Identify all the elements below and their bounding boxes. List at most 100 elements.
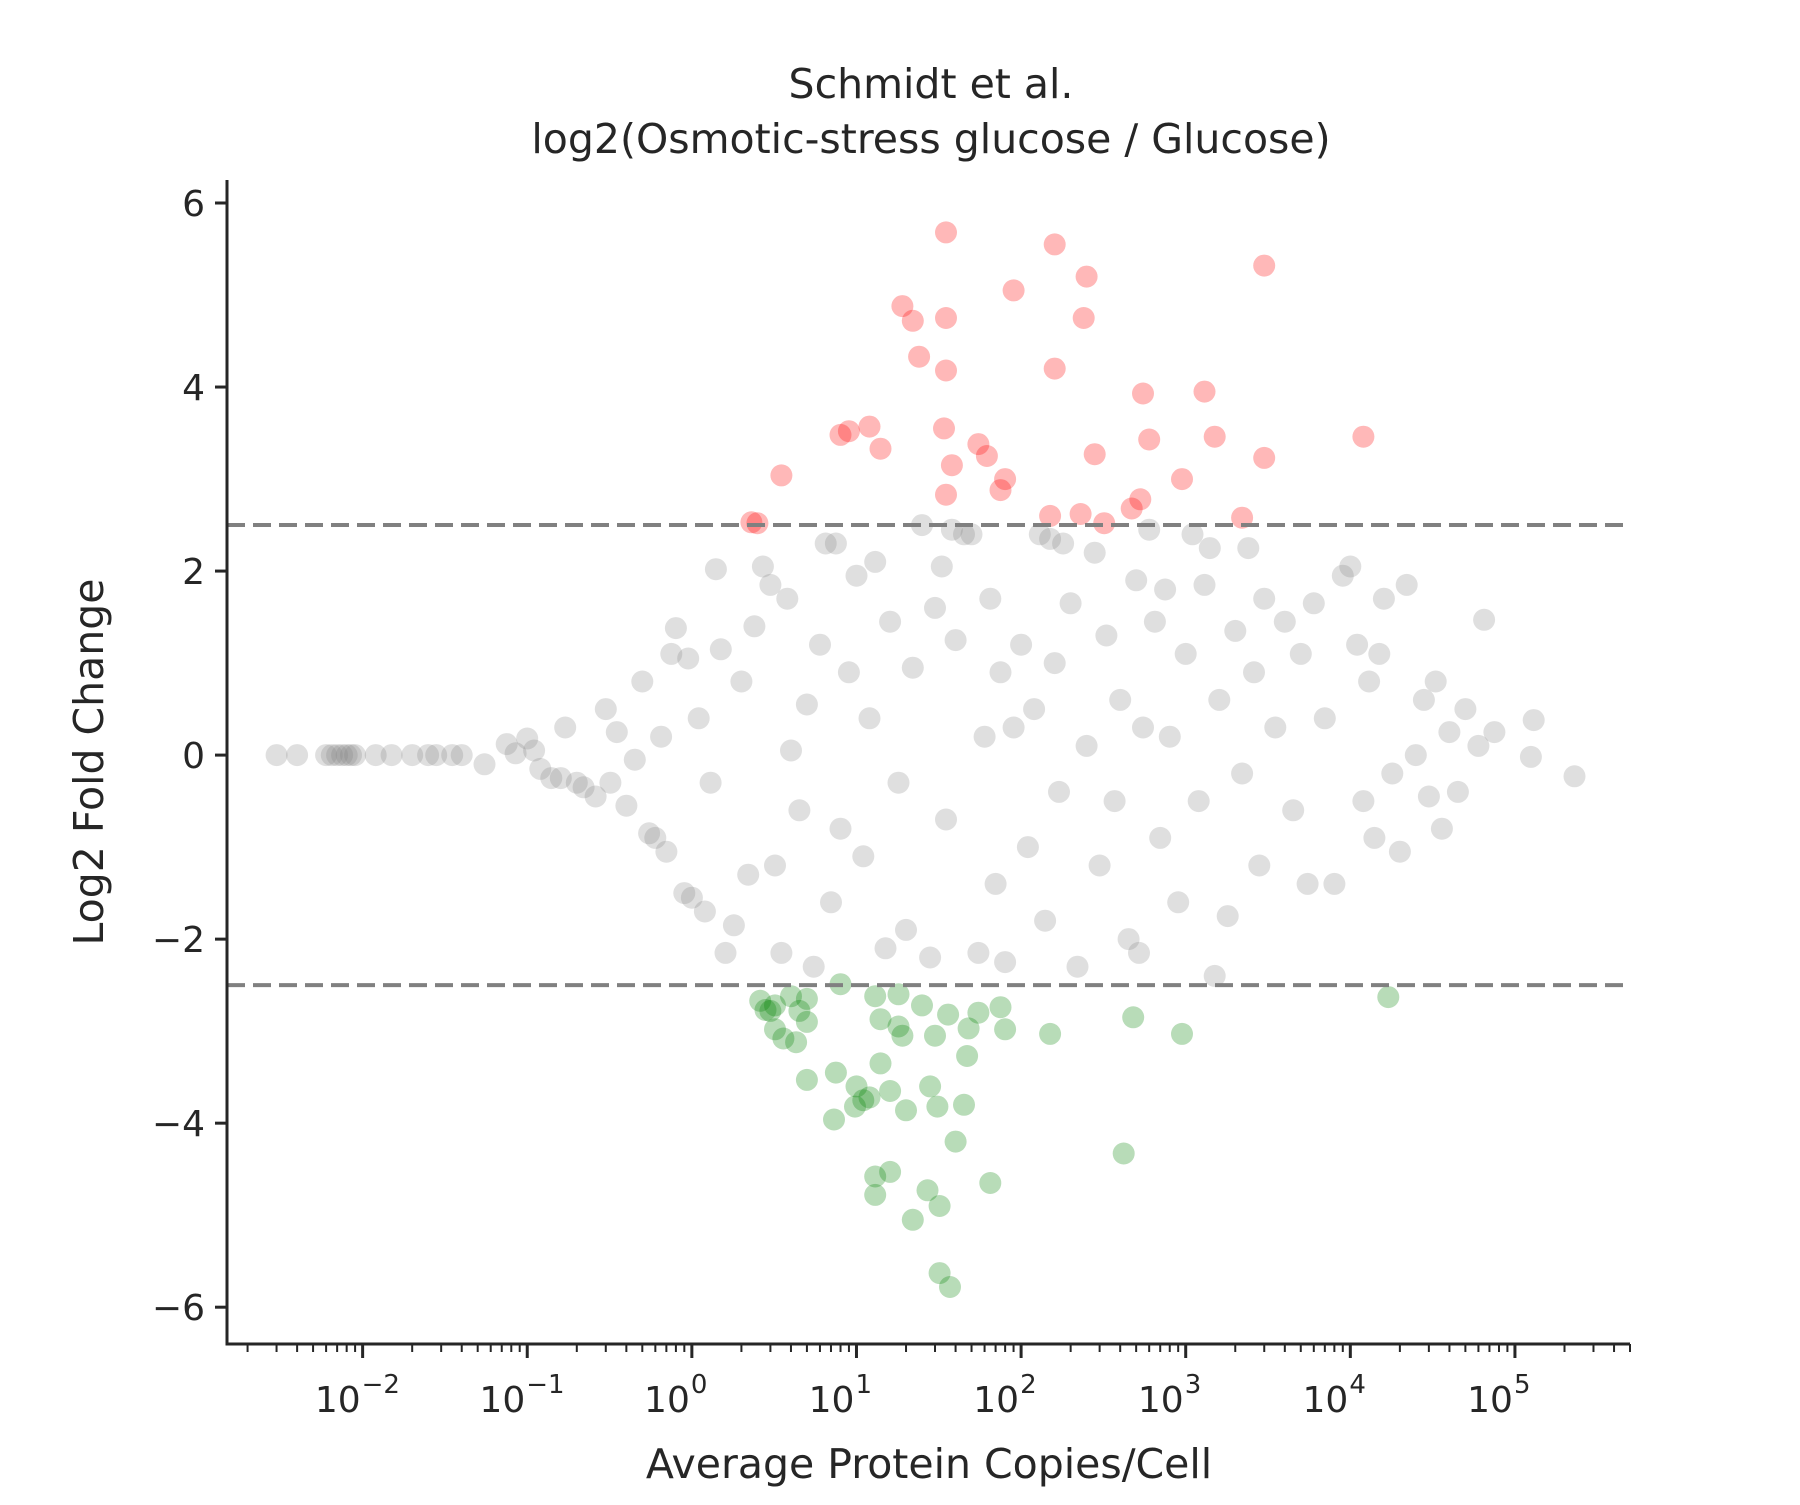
data-point-up (935, 221, 957, 244)
data-point-unchanged (930, 555, 953, 578)
data-point-unchanged (722, 914, 745, 937)
data-point-unchanged (664, 617, 687, 640)
data-point-unchanged (1296, 872, 1319, 895)
data-point-down (919, 1075, 942, 1098)
y-axis-ticks: 6 4 2 0 −2 −4 −6 (152, 184, 227, 1329)
data-point-unchanged (644, 826, 667, 849)
data-point-down (845, 1075, 868, 1098)
data-point-unchanged (1083, 541, 1106, 564)
data-point-down (953, 1093, 975, 1116)
data-point-up (1129, 488, 1152, 511)
data-point-unchanged (1231, 762, 1254, 785)
data-point-unchanged (1248, 854, 1271, 877)
data-point-unchanged (1216, 905, 1239, 928)
data-point-unchanged (1237, 537, 1260, 560)
x-tick-label: 10 0 (644, 1370, 707, 1421)
data-point-unchanged (911, 514, 933, 537)
data-point-unchanged (1043, 652, 1066, 675)
data-point-down (989, 996, 1012, 1019)
data-point-unchanged (795, 693, 818, 716)
data-point-unchanged (1187, 790, 1210, 813)
data-point-unchanged (1282, 799, 1305, 822)
data-point-down (887, 983, 910, 1006)
data-point-unchanged (829, 817, 852, 840)
data-point-down (926, 1095, 949, 1118)
data-point-unchanged (450, 744, 473, 767)
data-point-unchanged (516, 727, 539, 750)
data-point-unchanged (1132, 716, 1154, 739)
x-axis-label: Average Protein Copies/Cell (646, 1440, 1212, 1488)
data-point-unchanged (380, 744, 403, 767)
data-point-unchanged (1181, 523, 1204, 546)
data-point-unchanged (967, 941, 990, 964)
data-point-unchanged (1289, 642, 1312, 665)
data-point-unchanged (1010, 633, 1033, 656)
data-point-unchanged (699, 771, 722, 794)
x-tick-base: 10 (1467, 1380, 1513, 1421)
data-point-unchanged (1052, 532, 1075, 555)
data-point-unchanged (364, 744, 387, 767)
data-point-up (1043, 233, 1066, 256)
data-point-up (975, 445, 998, 467)
data-point-up (829, 423, 852, 446)
data-point-unchanged (764, 854, 786, 877)
data-point-unchanged (820, 891, 842, 914)
data-point-unchanged (1519, 745, 1542, 768)
data-point-up (1072, 307, 1095, 329)
data-point-down (956, 1045, 979, 1067)
data-point-unchanged (265, 744, 288, 767)
data-point-down (764, 1018, 786, 1041)
data-point-up (1043, 357, 1066, 380)
data-point-down (928, 1195, 951, 1217)
data-point-unchanged (837, 661, 860, 684)
data-point-up (967, 433, 990, 456)
data-point-up (1193, 380, 1216, 403)
data-point-unchanged (979, 587, 1002, 610)
chart-title: Schmidt et al. (789, 60, 1074, 108)
data-point-unchanged (1346, 633, 1369, 656)
data-point-down (944, 1130, 967, 1153)
data-point-down (901, 1208, 924, 1231)
data-point-unchanged (1467, 734, 1490, 757)
data-point-unchanged (315, 744, 338, 767)
data-point-unchanged (759, 573, 782, 596)
data-point-unchanged (984, 872, 1007, 895)
data-point-up (908, 345, 931, 368)
data-point-down (844, 1095, 866, 1118)
data-point-down (924, 1024, 946, 1047)
data-point-down (967, 1001, 990, 1024)
data-point-up (837, 420, 860, 443)
data-point-unchanged (887, 771, 910, 794)
data-point-unchanged (935, 808, 957, 831)
data-point-unchanged (1203, 964, 1226, 987)
data-point-unchanged (1446, 780, 1469, 803)
data-point-up (1120, 497, 1143, 520)
data-point-unchanged (814, 532, 837, 555)
data-point-up (858, 415, 881, 438)
x-tick-base: 10 (1303, 1380, 1349, 1421)
data-point-unchanged (1193, 573, 1216, 596)
chart-subtitle: log2(Osmotic-stress glucose / Glucose) (531, 115, 1330, 163)
x-tick-base: 10 (973, 1380, 1019, 1421)
x-tick-label: 10 3 (1138, 1370, 1201, 1421)
data-point-up (1132, 382, 1154, 405)
data-point-unchanged (1039, 527, 1062, 550)
data-point-down (852, 1089, 875, 1112)
data-point-unchanged (529, 757, 552, 780)
data-point-down (824, 1061, 847, 1084)
data-point-unchanged (919, 946, 942, 969)
data-point-unchanged (344, 744, 367, 767)
data-point-unchanged (1253, 587, 1276, 610)
data-point-down (939, 1276, 961, 1298)
data-point-down (823, 1108, 845, 1131)
data-point-unchanged (1388, 840, 1411, 863)
data-point-unchanged (473, 753, 496, 776)
data-point-unchanged (1273, 610, 1296, 633)
y-tick-label: −2 (152, 920, 205, 961)
x-tick-exponent: −1 (526, 1370, 564, 1400)
data-point-unchanged (737, 863, 760, 886)
data-point-up (1253, 446, 1276, 469)
data-point-up (740, 511, 763, 534)
data-point-down (979, 1172, 1002, 1194)
data-point-up (994, 468, 1017, 491)
